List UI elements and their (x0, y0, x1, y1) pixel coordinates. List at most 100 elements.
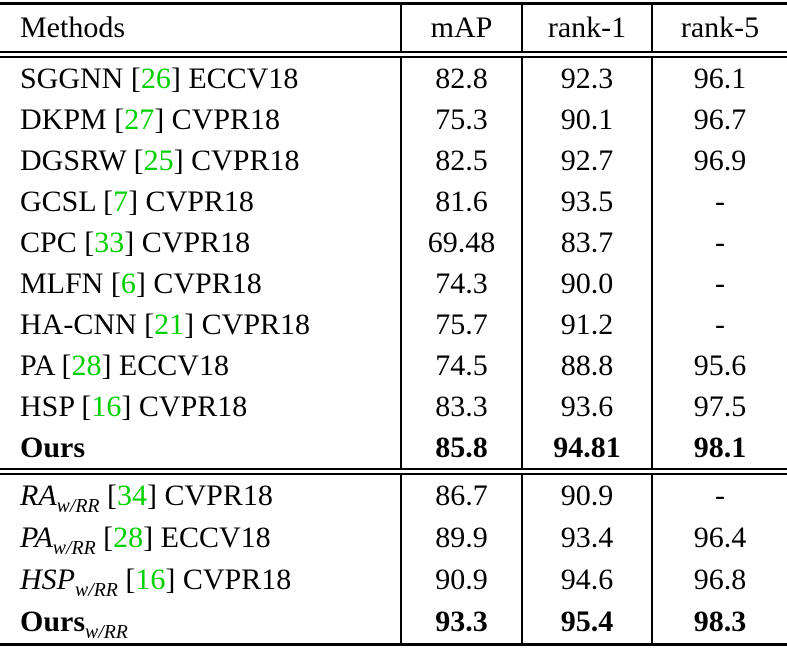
value-cell: 92.3 (521, 54, 652, 99)
method-name-part: HA-CNN [ (20, 307, 155, 341)
method-name-part: ] CVPR18 (135, 266, 262, 300)
method-cell: Ours (0, 427, 401, 472)
method-name-part: ] ECCV18 (170, 61, 299, 95)
value-cell: 98.3 (651, 601, 787, 645)
table-row: GCSL [7] CVPR18 81.6 93.5- (0, 181, 787, 222)
value-cell: - (651, 468, 787, 517)
value-cell: 93.6 (521, 386, 652, 427)
value-cell: 88.8 (521, 345, 652, 386)
value-cell: 94.6 (521, 559, 652, 601)
table-row: RAw/RR [34] CVPR18 86.7 90.9- (0, 468, 787, 517)
method-name-part: CPC [ (20, 225, 95, 259)
value-cell: 90.1 (521, 99, 652, 140)
method-name-part: GCSL [ (20, 184, 114, 218)
value-cell: 96.4 (651, 517, 787, 559)
value-cell: 74.3 (400, 263, 522, 304)
method-name-part: ] ECCV18 (143, 521, 271, 554)
value-cell: - (651, 263, 787, 304)
table-row: DKPM [27] CVPR18 75.3 90.1 96.7 (0, 99, 787, 140)
value-cell: 95.6 (651, 345, 787, 386)
method-name-part: SGGNN [ (20, 61, 141, 95)
citation-ref: 28 (113, 521, 144, 554)
value-cell: 75.7 (400, 304, 522, 345)
citation-ref: 7 (113, 184, 129, 218)
citation-ref: 25 (143, 143, 174, 177)
method-name-part: [ (117, 563, 136, 596)
method-name-part: PA [ (20, 348, 72, 382)
table-row: CPC [33] CVPR18 69.48 83.7- (0, 222, 787, 263)
value-cell: 96.1 (651, 54, 787, 99)
method-name-part: DKPM [ (20, 102, 125, 136)
value-cell: 85.8 (400, 427, 522, 472)
method-name-part: w/RR (56, 495, 100, 517)
column-header-rank5: rank-5 (651, 3, 787, 58)
value-cell: - (651, 181, 787, 222)
citation-ref: 28 (71, 348, 102, 382)
value-cell: - (651, 222, 787, 263)
method-name-part: Ours (20, 605, 86, 638)
value-cell: 81.6 (400, 181, 522, 222)
method-cell: HA-CNN [21] CVPR18 (0, 304, 401, 345)
method-name-part: DGSRW [ (20, 143, 144, 177)
value-cell: 95.4 (521, 601, 652, 645)
method-cell: DGSRW [25] CVPR18 (0, 140, 401, 181)
method-name-part: ] CVPR18 (154, 102, 281, 136)
method-cell: HSPw/RR [16] CVPR18 (0, 559, 401, 601)
method-name-part: ] CVPR18 (124, 225, 251, 259)
method-cell: HSP [16] CVPR18 (0, 386, 401, 427)
method-cell: GCSL [7] CVPR18 (0, 181, 401, 222)
value-cell: 98.1 (651, 427, 787, 472)
method-cell: SGGNN [26] ECCV18 (0, 55, 401, 100)
citation-ref: 34 (117, 479, 148, 512)
method-cell: Oursw/RR (0, 601, 401, 645)
table-row: DGSRW [25] CVPR18 82.5 92.7 96.9 (0, 140, 787, 181)
method-cell: DKPM [27] CVPR18 (0, 99, 401, 140)
value-cell: 83.7 (521, 222, 652, 263)
value-cell: 96.9 (651, 140, 787, 181)
method-name-part: [ (99, 479, 118, 512)
method-name-part: Ours (20, 430, 86, 464)
method-name-part: ] CVPR18 (165, 563, 292, 596)
citation-ref: 16 (135, 563, 166, 596)
value-cell: 69.48 (400, 222, 522, 263)
table-row: Ours 85.8 94.81 98.1 (0, 427, 787, 472)
value-cell: 90.9 (521, 468, 652, 517)
value-cell: 83.3 (400, 386, 522, 427)
table-row: Oursw/RR 93.3 95.4 98.3 (0, 601, 787, 645)
value-cell: - (651, 304, 787, 345)
value-cell: 92.7 (521, 140, 652, 181)
method-cell: PAw/RR [28] ECCV18 (0, 517, 401, 559)
value-cell: 90.0 (521, 263, 652, 304)
method-name-part: RA (20, 479, 57, 512)
method-name-part: ] CVPR18 (173, 143, 300, 177)
table-row: SGGNN [26] ECCV18 82.8 92.3 96.1 (0, 54, 787, 100)
method-cell: RAw/RR [34] CVPR18 (0, 468, 401, 517)
value-cell: 86.7 (400, 468, 522, 517)
table-section-without-reranking: SGGNN [26] ECCV18 82.8 92.3 96.1 DKPM [27] C… (0, 54, 787, 472)
method-name-part: [ (95, 521, 114, 554)
value-cell: 97.5 (651, 386, 787, 427)
method-name-part: ] CVPR18 (121, 389, 248, 423)
citation-ref: 33 (94, 225, 125, 259)
method-name-part: MLFN [ (20, 266, 121, 300)
value-cell: 93.4 (521, 517, 652, 559)
method-name-part: PA (20, 521, 53, 554)
column-header-rank1: rank-1 (521, 3, 652, 58)
table-row: HSP [16] CVPR18 83.3 93.6 97.5 (0, 386, 787, 427)
value-cell: 96.8 (651, 559, 787, 601)
method-name-part: w/RR (75, 579, 118, 601)
method-name-part: w/RR (85, 621, 128, 643)
header-row: Methods mAP rank-1 rank-5 (0, 3, 787, 58)
table-row: HSPw/RR [16] CVPR18 90.9 94.6 96.8 (0, 559, 787, 601)
value-cell: 90.9 (400, 559, 522, 601)
method-name-part: ] CVPR18 (128, 184, 254, 218)
method-name-part: ] ECCV18 (101, 348, 229, 382)
table-row: PAw/RR [28] ECCV18 89.9 93.4 96.4 (0, 517, 787, 559)
value-cell: 82.5 (400, 140, 522, 181)
value-cell: 75.3 (400, 99, 522, 140)
value-cell: 94.81 (521, 427, 652, 472)
table-header: Methods mAP rank-1 rank-5 (0, 3, 787, 58)
method-name-part: w/RR (52, 537, 96, 559)
method-name-part: ] CVPR18 (184, 307, 311, 341)
